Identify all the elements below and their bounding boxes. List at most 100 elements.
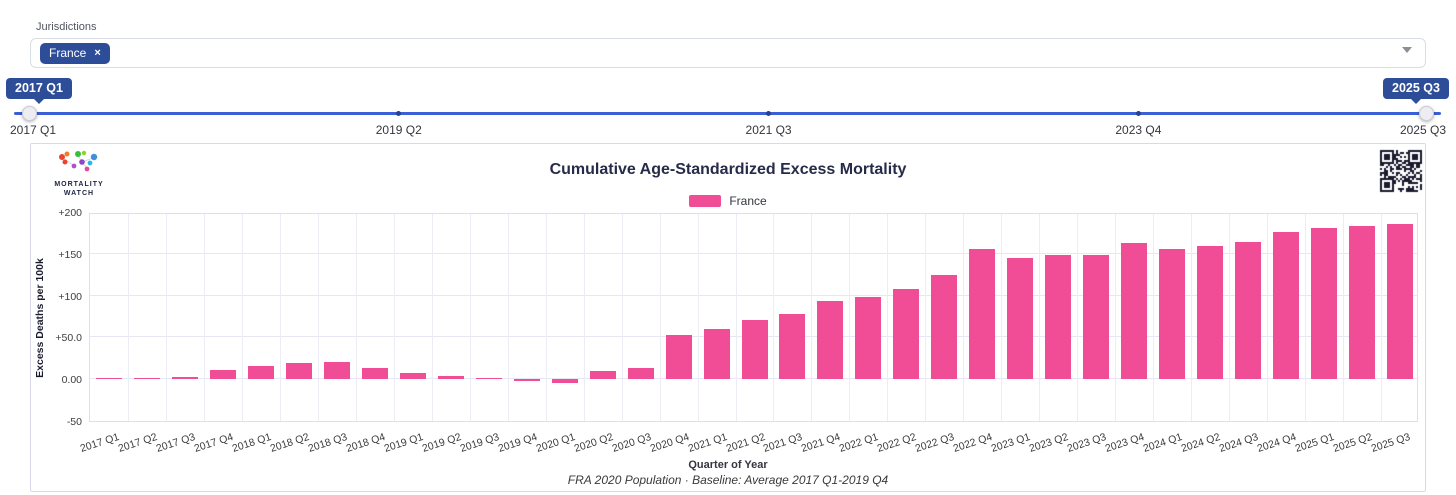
slider-tick — [396, 111, 402, 116]
jurisdiction-tag-label: France — [49, 46, 87, 60]
y-axis-title: Excess Deaths per 100k — [34, 257, 46, 378]
bar-2024-q4[interactable] — [1273, 232, 1300, 380]
bar-2019-q3[interactable] — [475, 377, 502, 380]
bar-2018-q3[interactable] — [323, 362, 350, 380]
bar-2023-q1[interactable] — [1007, 257, 1034, 380]
bar-2023-q4[interactable] — [1121, 242, 1148, 380]
x-gridline — [583, 214, 585, 421]
bar-2022-q1[interactable] — [855, 297, 882, 380]
bar-2019-q2[interactable] — [437, 375, 464, 380]
x-gridline — [1077, 214, 1079, 421]
bar-2020-q4[interactable] — [665, 334, 692, 380]
remove-tag-icon[interactable]: × — [94, 46, 101, 59]
y-tick-label: +200 — [58, 207, 82, 219]
x-gridline — [1229, 214, 1231, 421]
logo-icon — [59, 150, 98, 172]
brand-name-line1: MORTALITY — [54, 181, 104, 188]
bar-2019-q4[interactable] — [513, 379, 540, 381]
bar-2024-q1[interactable] — [1159, 248, 1186, 380]
x-gridline — [1381, 214, 1383, 421]
slider-axis-label: 2017 Q1 — [10, 123, 57, 137]
slider-handle-end[interactable] — [1418, 106, 1434, 121]
slider-end-tooltip: 2025 Q3 — [1383, 78, 1449, 99]
jurisdictions-select[interactable] — [30, 38, 1426, 68]
bar-2022-q2[interactable] — [893, 288, 920, 380]
x-tick-label: 2024 Q3 — [1217, 431, 1260, 455]
x-gridline — [165, 214, 167, 421]
x-tick-label: 2018 Q4 — [344, 431, 387, 455]
y-gridline — [90, 294, 1417, 296]
bar-2021-q4[interactable] — [817, 300, 844, 380]
x-tick-label: 2020 Q1 — [534, 431, 577, 455]
x-gridline — [1343, 214, 1345, 421]
x-tick-label: 2022 Q2 — [876, 431, 919, 455]
x-gridline — [1191, 214, 1193, 421]
bar-2025-q1[interactable] — [1311, 227, 1338, 380]
bar-2024-q2[interactable] — [1197, 246, 1224, 380]
x-gridline — [507, 214, 509, 421]
chart-legend[interactable]: France — [31, 194, 1425, 208]
x-tick-label: 2017 Q3 — [154, 431, 197, 455]
bar-2017-q3[interactable] — [171, 376, 198, 380]
x-gridline — [545, 214, 547, 421]
x-gridline — [469, 214, 471, 421]
plot-area: Excess Deaths per 100k -50 0.00 +50.0 +100 +… — [34, 207, 1418, 455]
x-tick-label: 2020 Q2 — [572, 431, 615, 455]
x-tick-label: 2018 Q3 — [306, 431, 349, 455]
slider-tick — [1135, 111, 1141, 116]
x-tick-label: 2019 Q1 — [382, 431, 425, 455]
x-gridline — [1305, 214, 1307, 421]
bar-2017-q2[interactable] — [133, 377, 160, 380]
bar-2020-q1[interactable] — [551, 379, 578, 383]
chart-card: MORTALITY WATCH Cumulative Age-Standardi… — [30, 143, 1426, 492]
slider-track[interactable] — [14, 112, 1441, 115]
bar-2023-q2[interactable] — [1045, 255, 1072, 380]
qr-code — [1379, 149, 1423, 193]
jurisdictions-label: Jurisdictions — [36, 21, 97, 33]
slider-axis-label: 2023 Q4 — [1115, 123, 1162, 137]
bar-2024-q3[interactable] — [1235, 242, 1262, 380]
x-gridline — [811, 214, 813, 421]
x-gridline — [697, 214, 699, 421]
chevron-down-icon[interactable] — [1402, 47, 1412, 53]
y-tick-label: 0.00 — [61, 374, 82, 387]
bar-2020-q2[interactable] — [589, 370, 616, 380]
bar-2025-q3[interactable] — [1387, 223, 1413, 380]
x-gridline — [621, 214, 623, 421]
x-gridline — [1115, 214, 1117, 421]
x-tick-label: 2025 Q1 — [1293, 431, 1336, 455]
x-gridline — [963, 214, 965, 421]
bar-2021-q2[interactable] — [741, 319, 768, 380]
bar-2022-q3[interactable] — [931, 274, 958, 380]
x-tick-label: 2022 Q1 — [838, 431, 881, 455]
x-tick-label: 2025 Q2 — [1331, 431, 1374, 455]
x-tick-label: 2018 Q2 — [268, 431, 311, 455]
x-gridline — [431, 214, 433, 421]
x-gridline — [241, 214, 243, 421]
bar-2017-q4[interactable] — [209, 370, 236, 380]
bar-2018-q2[interactable] — [285, 363, 312, 380]
bar-2021-q1[interactable] — [703, 329, 730, 380]
x-gridline — [355, 214, 357, 421]
slider-handle-start[interactable] — [21, 106, 37, 121]
x-tick-label: 2023 Q3 — [1065, 431, 1108, 455]
bar-2017-q1[interactable] — [95, 377, 122, 380]
jurisdiction-tag-france[interactable]: France × — [40, 43, 110, 64]
x-gridline — [393, 214, 395, 421]
bar-2018-q1[interactable] — [247, 365, 274, 380]
x-tick-label: 2019 Q4 — [496, 431, 539, 455]
bar-2020-q3[interactable] — [627, 368, 654, 380]
x-gridline — [659, 214, 661, 421]
bar-2021-q3[interactable] — [779, 314, 806, 380]
bar-2019-q1[interactable] — [399, 373, 426, 380]
slider-start-tooltip: 2017 Q1 — [6, 78, 72, 99]
x-gridline — [1001, 214, 1003, 421]
x-tick-label: 2021 Q2 — [724, 431, 767, 455]
bar-2025-q2[interactable] — [1349, 226, 1376, 380]
y-gridline — [90, 252, 1417, 254]
slider-axis-label: 2021 Q3 — [745, 123, 792, 137]
bar-2022-q4[interactable] — [969, 248, 996, 380]
x-gridline — [127, 214, 129, 421]
bar-2023-q3[interactable] — [1083, 254, 1110, 380]
bar-2018-q4[interactable] — [361, 368, 388, 380]
